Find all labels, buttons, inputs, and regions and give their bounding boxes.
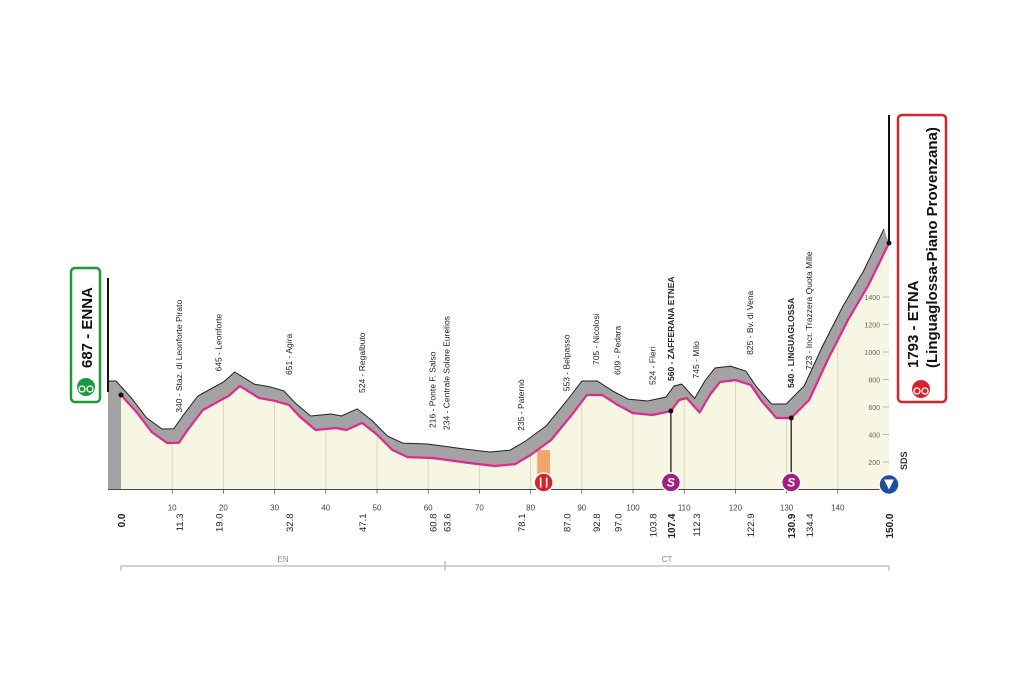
waypoint-label: 540 - LINGUAGLOSSA <box>786 298 796 388</box>
km-mark-label: 112.3 <box>692 514 703 537</box>
finish-mark-glyph <box>884 479 894 490</box>
km-mark-label: 103.8 <box>648 514 659 538</box>
km-mark-label: 32.8 <box>285 514 296 533</box>
waypoint-label: 524 - Regalbuto <box>357 332 367 393</box>
climb-category: SDS <box>899 451 909 470</box>
labels: 10 20 30 40 50 60 70 80 90 100 110 120 130 140 200 400 6… <box>117 251 896 564</box>
waypoint-label: 340 - Staz. di Leonforte Pirato <box>174 300 184 413</box>
x-tick-label: 110 <box>678 504 691 513</box>
sprint-label: S <box>667 476 675 490</box>
x-tick-label: 40 <box>321 504 330 513</box>
km-mark-label: 97.0 <box>614 514 625 533</box>
waypoint-dot <box>788 415 794 421</box>
waypoint-label: 723 - Incr. Trazzera Quota Mille <box>804 251 814 370</box>
waypoint-label: 609 - Pedara <box>613 326 623 375</box>
profile-ridge <box>107 228 885 453</box>
start-icon-wheel <box>86 385 94 393</box>
profile-line <box>120 242 890 468</box>
x-tick-label: 140 <box>831 504 845 513</box>
y-tick-label: 600 <box>868 405 880 412</box>
x-tick-label: 50 <box>373 504 382 513</box>
y-tick-label: 1000 <box>864 350 880 357</box>
waypoint-label: 235 - Paternò <box>516 379 526 431</box>
profile-lines <box>108 240 900 571</box>
waypoint-label: 524 - Fleri <box>647 347 657 385</box>
km-mark-label: 107.4 <box>667 513 678 538</box>
start-icon-wheel <box>78 385 86 393</box>
finish-box <box>896 113 948 404</box>
finish-icon-wheel <box>921 387 929 395</box>
km-mark-label: 11.3 <box>175 514 186 532</box>
sprint-label: S <box>787 476 795 490</box>
x-tick-label: 100 <box>626 504 640 513</box>
x-tick-label: 30 <box>270 504 279 513</box>
x-tick-label: 80 <box>526 504 535 513</box>
km-mark-label: 87.0 <box>562 514 573 533</box>
waypoint-label: 705 - Nicolosi <box>591 313 601 365</box>
province-label: CT <box>662 555 673 564</box>
km-mark-label: 0.0 <box>117 513 128 527</box>
x-tick-label: 20 <box>219 504 228 513</box>
y-tick-label: 400 <box>868 433 880 440</box>
x-tick-label: 10 <box>168 504 177 513</box>
y-tick-label: 1200 <box>864 323 880 330</box>
start-dot <box>118 392 124 398</box>
x-tick-label: 70 <box>475 504 484 513</box>
waypoint-label: 825 - Bv. di Vena <box>745 290 755 354</box>
y-tick-label: 200 <box>868 460 880 467</box>
start-box <box>69 266 102 404</box>
y-tick-label: 1400 <box>864 295 880 302</box>
km-mark-label: 134.4 <box>805 514 816 538</box>
waypoint-label: 553 - Belpasso <box>561 334 571 391</box>
finish-icon-wheel <box>913 387 921 395</box>
sprint-icon <box>660 472 682 493</box>
km-mark-label: 122.9 <box>746 514 757 538</box>
y-tick-label: 800 <box>868 378 880 385</box>
finish-sublabel: (Linguaglossa-Piano Provenzana) <box>924 127 941 368</box>
x-tick-label: 120 <box>729 504 743 513</box>
feed-icon <box>533 472 554 493</box>
start-label: 687 - ENNA <box>79 287 96 368</box>
km-mark-label: 78.1 <box>517 514 528 533</box>
km-mark-label: 47.1 <box>358 514 369 533</box>
waypoint-label: 560 - ZAFFERANA ETNEA <box>666 276 676 381</box>
waypoint-label: 745 - Milo <box>691 341 701 379</box>
waypoint-label: 216 - Ponte F. Salso <box>427 351 437 428</box>
x-tick-label: 60 <box>424 504 433 513</box>
km-mark-label: 150.0 <box>885 513 896 538</box>
waypoint-label: 234 - Centrale Solare Eurelios <box>442 316 452 430</box>
finish-label: 1793 - ETNA <box>905 280 922 368</box>
waypoint-label: 645 - Leonforte <box>213 314 223 372</box>
waypoint-label: 651 - Agira <box>284 334 294 375</box>
x-tick-label: 90 <box>577 504 586 513</box>
feed-icon-glyph <box>539 477 548 488</box>
km-mark-label: 92.8 <box>592 514 603 533</box>
province-bracket <box>120 561 890 571</box>
sprint-icon <box>780 472 802 493</box>
km-mark-label: 63.6 <box>443 514 454 533</box>
x-tick-label: 130 <box>780 504 794 513</box>
km-mark-label: 19.0 <box>214 514 225 533</box>
waypoint-dot <box>668 408 674 414</box>
province-label: EN <box>277 555 288 564</box>
km-mark-label: 60.8 <box>428 514 439 533</box>
km-mark-label: 130.9 <box>787 513 798 538</box>
